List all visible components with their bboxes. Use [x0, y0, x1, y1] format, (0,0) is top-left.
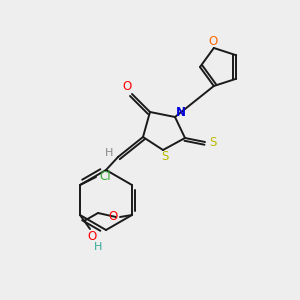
Text: S: S	[209, 136, 217, 148]
Text: H: H	[105, 148, 113, 158]
Text: O: O	[87, 230, 97, 244]
Text: O: O	[122, 80, 132, 94]
Text: N: N	[176, 106, 186, 119]
Text: Cl: Cl	[99, 169, 111, 182]
Text: S: S	[161, 151, 169, 164]
Text: H: H	[94, 242, 102, 252]
Text: O: O	[108, 211, 118, 224]
Text: O: O	[208, 35, 218, 49]
